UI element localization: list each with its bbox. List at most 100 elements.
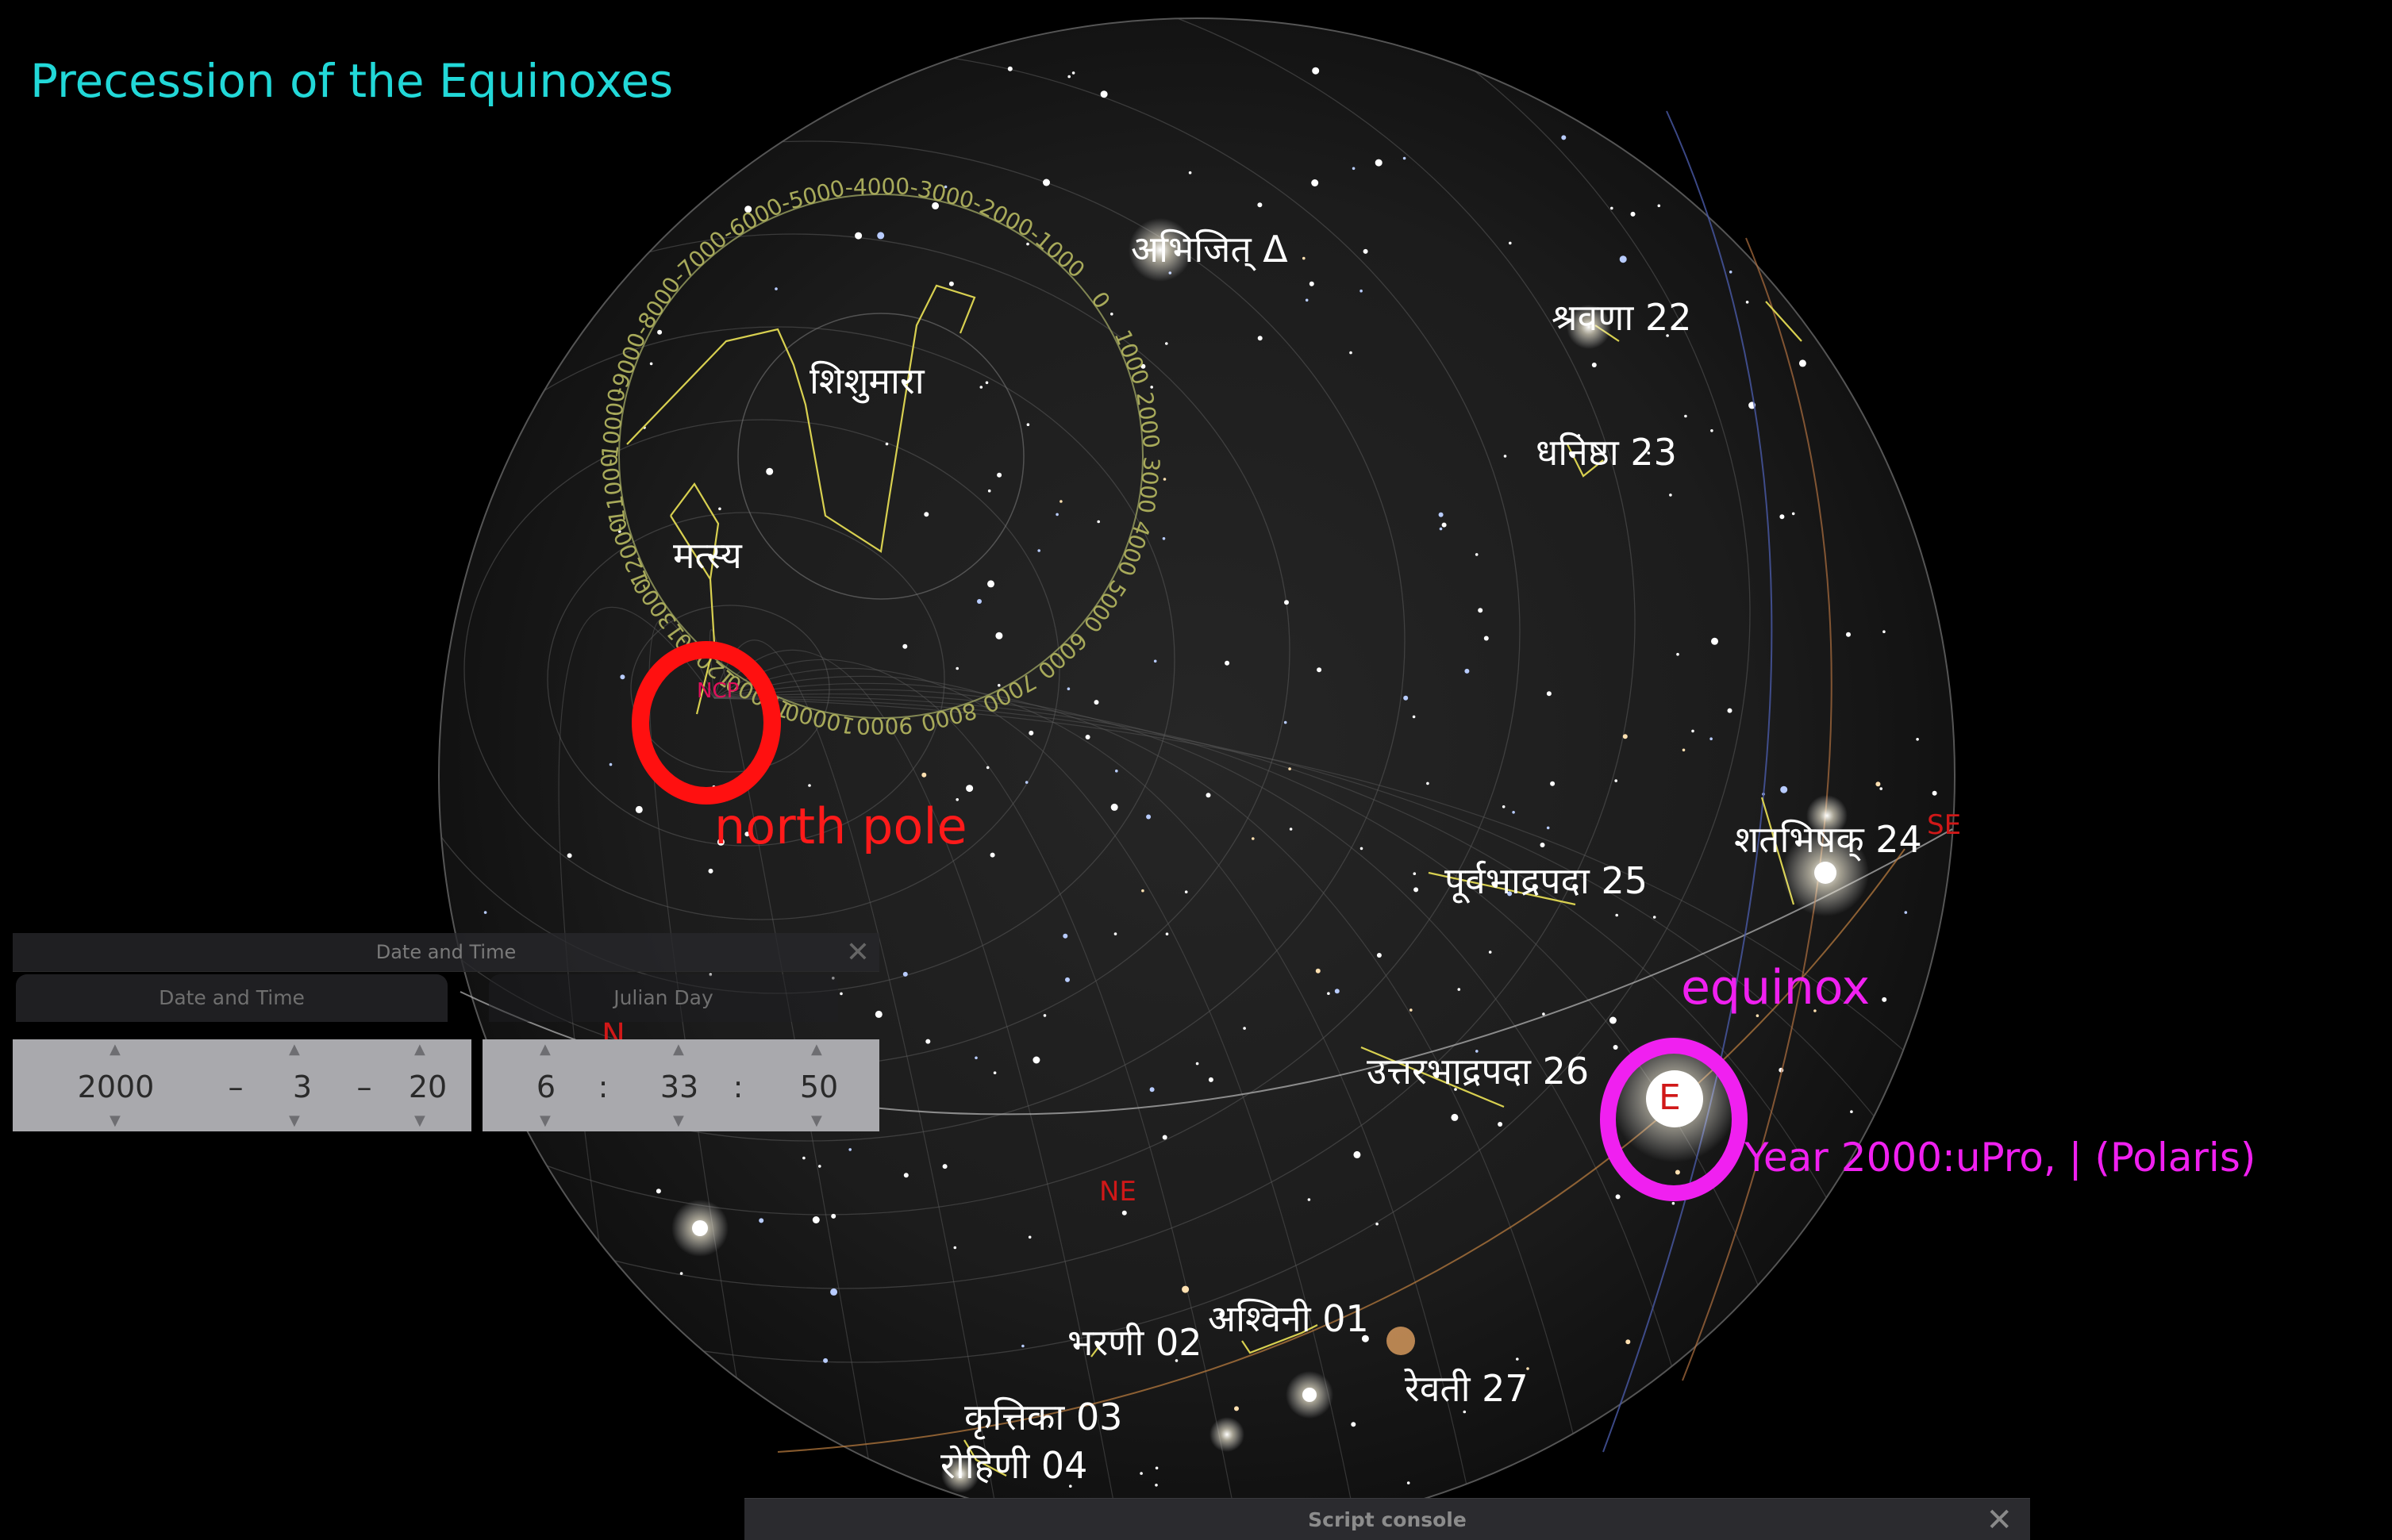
nakshatra-label-shatabhishak: शतभिषक् 24 — [1734, 818, 1922, 861]
star — [1376, 953, 1382, 958]
month-up-arrow-icon[interactable]: ▲ — [289, 1041, 300, 1058]
date-time-panel: Date and Time ✕ Date and Time Julian Day… — [13, 933, 879, 1131]
star — [1882, 997, 1887, 1002]
star — [1110, 803, 1118, 811]
star — [925, 1039, 931, 1044]
hour-down-arrow-icon[interactable]: ▼ — [540, 1112, 551, 1129]
star — [1813, 1009, 1817, 1012]
star — [808, 784, 811, 787]
precession-year-label: 3000 — [1133, 455, 1165, 514]
star — [1375, 1222, 1379, 1226]
star — [1375, 159, 1383, 167]
star — [998, 684, 1001, 687]
year-up-arrow-icon[interactable]: ▲ — [110, 1041, 121, 1058]
minute-spinbox[interactable]: 33 — [660, 1070, 699, 1104]
star — [1305, 298, 1309, 302]
star — [1577, 434, 1581, 437]
north-pole-annotation: north pole — [714, 797, 967, 855]
star — [1043, 1014, 1047, 1017]
star — [1063, 933, 1068, 939]
star — [956, 666, 959, 670]
star — [1669, 493, 1672, 497]
second-down-arrow-icon[interactable]: ▼ — [811, 1112, 822, 1129]
star — [995, 632, 1003, 639]
day-spinbox[interactable]: 20 — [408, 1070, 448, 1104]
hour-up-arrow-icon[interactable]: ▲ — [540, 1041, 551, 1058]
nakshatra-label-ashvini: अश्विनी 01 — [1208, 1297, 1369, 1340]
star — [942, 1164, 948, 1169]
precession-circle — [618, 194, 1144, 719]
star — [1932, 790, 1937, 796]
star — [993, 1071, 997, 1074]
star — [924, 512, 929, 517]
star — [823, 1358, 829, 1363]
star — [997, 472, 1002, 478]
day-up-arrow-icon[interactable]: ▲ — [414, 1041, 425, 1058]
star — [1413, 872, 1417, 875]
star — [1657, 204, 1661, 208]
star — [985, 381, 989, 385]
star — [1363, 248, 1368, 254]
star — [1121, 1210, 1127, 1215]
star — [1037, 549, 1040, 552]
star — [717, 838, 725, 846]
star — [1219, 1311, 1225, 1317]
star — [1403, 695, 1409, 701]
tab-julian-day[interactable]: Julian Day — [489, 974, 838, 1022]
month-spinbox[interactable]: 3 — [292, 1070, 313, 1104]
star — [1875, 782, 1881, 787]
hour-spinbox[interactable]: 6 — [536, 1070, 556, 1104]
star — [877, 232, 885, 240]
precession-year-label: 9000 — [856, 712, 913, 739]
star — [986, 766, 990, 770]
nakshatra-label-revati: रेवती 27 — [1405, 1367, 1529, 1410]
star — [1149, 1087, 1155, 1093]
star — [1252, 837, 1255, 840]
second-up-arrow-icon[interactable]: ▲ — [811, 1041, 822, 1058]
star — [1288, 767, 1291, 770]
year-down-arrow-icon[interactable]: ▼ — [110, 1112, 121, 1129]
close-icon[interactable]: ✕ — [845, 936, 870, 969]
date-time-window-title: Date and Time — [375, 941, 517, 963]
star — [1464, 668, 1470, 674]
star — [1630, 211, 1636, 217]
star — [1412, 715, 1416, 719]
tab-date-and-time[interactable]: Date and Time — [16, 974, 448, 1022]
star — [1619, 255, 1627, 263]
star — [1195, 1062, 1199, 1066]
star — [1711, 637, 1718, 645]
star — [1615, 913, 1618, 917]
star — [1056, 513, 1059, 517]
star — [1780, 785, 1788, 793]
minute-down-arrow-icon[interactable]: ▼ — [673, 1112, 684, 1129]
southeast-marker: SE — [1927, 809, 1962, 841]
date-separator: – — [228, 1070, 244, 1104]
year-spinbox[interactable]: 2000 — [77, 1070, 155, 1104]
star — [831, 1213, 836, 1219]
star-field — [483, 66, 1937, 1488]
star — [483, 911, 487, 914]
date-fields — [13, 1039, 471, 1131]
star — [1349, 351, 1352, 355]
star — [1026, 242, 1029, 246]
month-down-arrow-icon[interactable]: ▼ — [289, 1112, 300, 1129]
script-console[interactable]: Script console ✕ — [744, 1498, 2030, 1540]
star — [848, 1148, 852, 1151]
second-spinbox[interactable]: 50 — [799, 1070, 839, 1104]
star — [1029, 730, 1034, 735]
star — [1441, 522, 1447, 528]
close-icon[interactable]: ✕ — [1986, 1502, 2013, 1538]
star — [1756, 1014, 1759, 1017]
star — [1175, 1359, 1179, 1362]
star — [1745, 301, 1749, 304]
star — [1882, 630, 1886, 633]
date-time-titlebar[interactable]: Date and Time ✕ — [13, 933, 879, 972]
star — [1115, 769, 1118, 773]
star — [759, 1218, 764, 1223]
day-down-arrow-icon[interactable]: ▼ — [414, 1112, 425, 1129]
star — [1850, 1110, 1853, 1113]
star — [1451, 1113, 1459, 1121]
minute-up-arrow-icon[interactable]: ▲ — [673, 1041, 684, 1058]
star — [1315, 968, 1321, 974]
